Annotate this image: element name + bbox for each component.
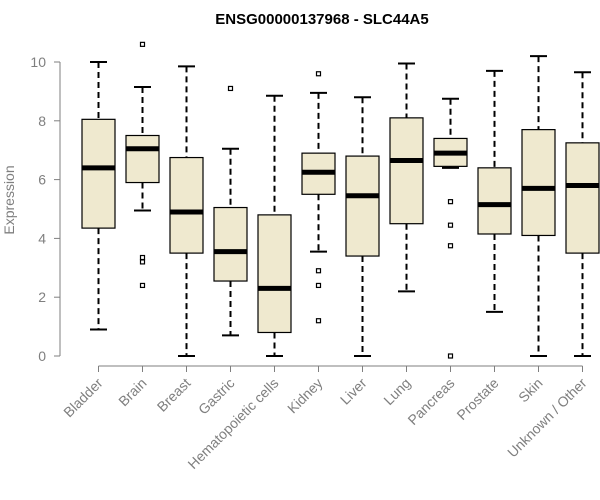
outlier-point (315, 268, 322, 274)
x-tick-label: Skin (515, 375, 546, 406)
outlier-point (315, 282, 322, 289)
boxes-group (81, 41, 600, 359)
x-tick-label: Gastric (195, 375, 238, 418)
x-tick-label: Brain (115, 375, 149, 409)
box-skin (521, 55, 556, 357)
outlier-point (447, 199, 454, 205)
box-bladder (81, 61, 116, 331)
box-unknown-other (565, 71, 600, 357)
box-rect (477, 167, 512, 235)
x-tick-label: Unknown / Other (504, 375, 590, 461)
outlier-point (227, 85, 234, 92)
box-pancreas (433, 97, 468, 359)
box-rect (521, 129, 556, 237)
box-gastric (213, 85, 248, 337)
outlier-point (447, 243, 454, 249)
box-prostate (477, 69, 512, 313)
y-tick-label: 8 (38, 113, 46, 129)
box-rect (345, 155, 380, 257)
box-rect (389, 117, 424, 225)
outlier-point (139, 41, 146, 47)
outlier-point (315, 71, 322, 77)
x-tick-label: Bladder (60, 375, 106, 421)
y-axis-label: Expression (1, 165, 17, 234)
box-breast (169, 65, 204, 357)
box-lung (389, 62, 424, 293)
y-tick-label: 0 (38, 348, 46, 364)
outlier-point (139, 254, 146, 261)
box-brain (125, 41, 160, 289)
y-tick-label: 6 (38, 172, 46, 188)
box-rect (257, 214, 292, 334)
x-tick-label: Kidney (284, 375, 326, 417)
box-liver (345, 96, 380, 357)
x-tick-label: Lung (380, 375, 413, 408)
box-rect (81, 118, 116, 229)
y-tick-label: 4 (38, 230, 46, 246)
y-axis: 0 2 4 6 8 10 (30, 54, 61, 364)
chart-title: ENSG00000137968 - SLC44A5 (215, 11, 428, 28)
x-tick-label: Prostate (453, 375, 501, 423)
box-rect (169, 156, 204, 254)
outlier-point (139, 259, 146, 265)
y-tick-label: 10 (30, 54, 46, 70)
outlier-point (315, 318, 322, 324)
box-rect (125, 134, 160, 184)
x-tick-label: Liver (337, 375, 370, 408)
outlier-point (447, 353, 454, 359)
y-tick-label: 2 (38, 289, 46, 305)
box-rect (213, 206, 248, 282)
outlier-point (447, 222, 454, 228)
x-tick-label: Pancreas (404, 375, 457, 428)
box-rect (565, 142, 600, 254)
box-hematopoietic-cells (257, 94, 292, 357)
outlier-point (139, 282, 146, 289)
box-kidney (301, 71, 336, 324)
x-tick-label: Breast (154, 375, 194, 415)
